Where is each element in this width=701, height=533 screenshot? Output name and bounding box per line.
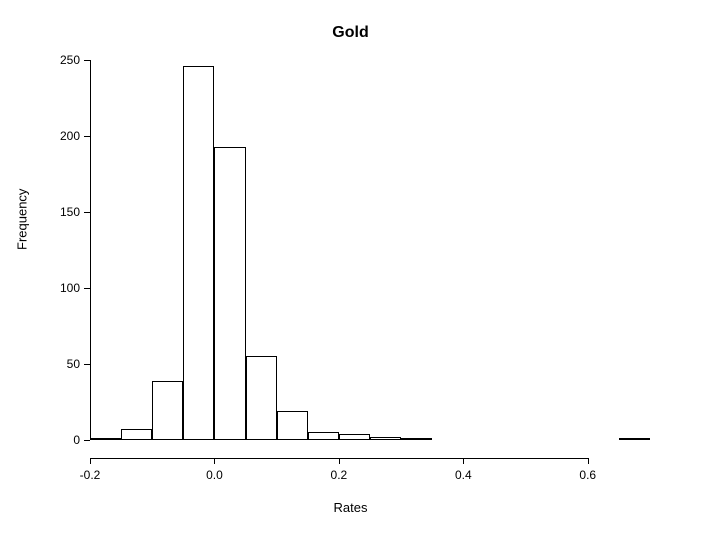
y-tick xyxy=(84,364,90,365)
histogram-bar xyxy=(121,429,152,440)
y-tick-label: 100 xyxy=(0,281,80,295)
x-tick xyxy=(588,458,589,464)
histogram-bar xyxy=(90,438,121,440)
histogram-chart: Gold Frequency 0 50 100 150 200 250 -0.2 0.0 0.… xyxy=(0,0,701,533)
y-axis-line xyxy=(90,60,91,440)
y-tick-label: 200 xyxy=(0,129,80,143)
y-tick xyxy=(84,288,90,289)
x-tick-label: 0.0 xyxy=(184,468,244,482)
histogram-bar xyxy=(183,66,214,440)
y-tick-label: 150 xyxy=(0,205,80,219)
y-axis-title: Frequency xyxy=(15,189,30,250)
plot-area xyxy=(90,60,650,440)
histogram-bar xyxy=(339,434,370,440)
x-tick-label: 0.6 xyxy=(558,468,618,482)
y-tick-label: 250 xyxy=(0,53,80,67)
x-tick-label: 0.2 xyxy=(309,468,369,482)
histogram-bar xyxy=(246,356,277,440)
y-tick-label: 0 xyxy=(0,433,80,447)
histogram-bar xyxy=(401,438,432,440)
x-tick xyxy=(90,458,91,464)
y-tick xyxy=(84,440,90,441)
x-axis-title: Rates xyxy=(0,500,701,515)
histogram-bar xyxy=(308,432,339,440)
y-tick xyxy=(84,60,90,61)
x-tick xyxy=(214,458,215,464)
y-tick xyxy=(84,212,90,213)
y-tick-label: 50 xyxy=(0,357,80,371)
histogram-bar xyxy=(214,147,245,440)
x-tick-label: 0.4 xyxy=(433,468,493,482)
x-tick xyxy=(339,458,340,464)
chart-title: Gold xyxy=(0,24,701,42)
histogram-bar xyxy=(619,438,650,440)
histogram-bar xyxy=(152,381,183,440)
y-tick xyxy=(84,136,90,137)
x-tick-label: -0.2 xyxy=(60,468,120,482)
histogram-bar xyxy=(370,437,401,440)
histogram-bar xyxy=(277,411,308,440)
x-tick xyxy=(463,458,464,464)
